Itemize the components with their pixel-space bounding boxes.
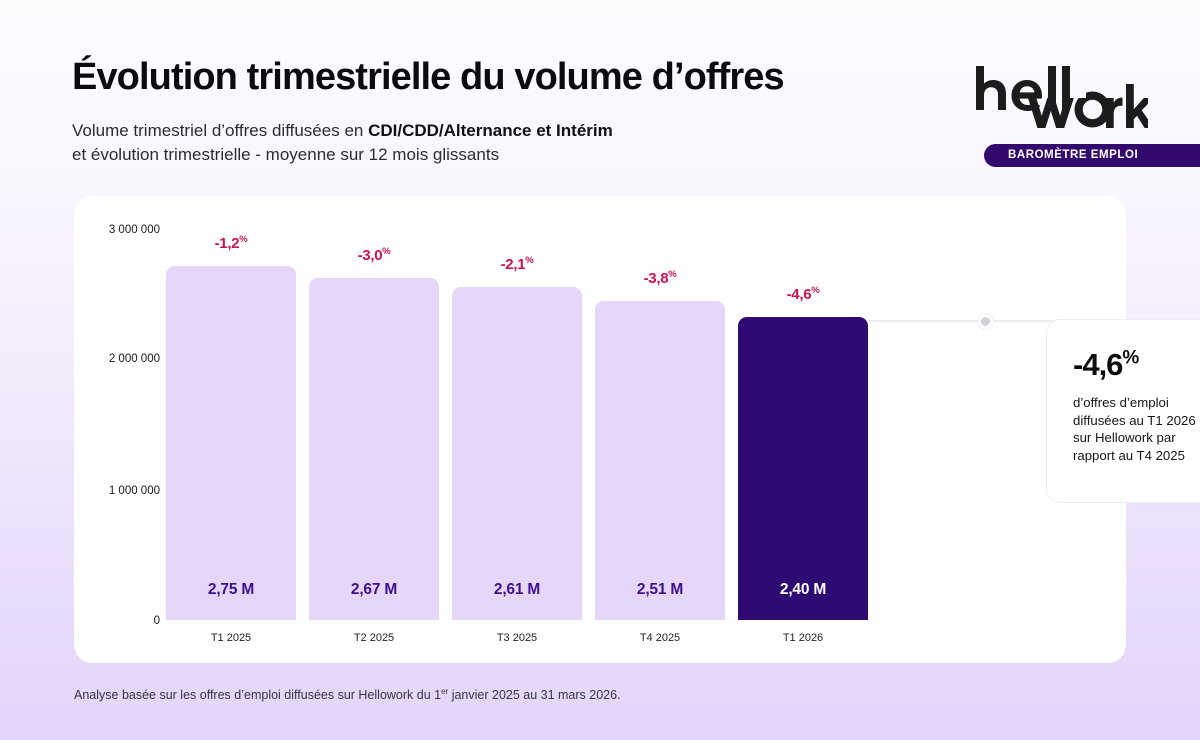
subtitle-line-1-emphasis: CDI/CDD/Alternance et Intérim	[368, 121, 613, 140]
y-tick-label-0: 0	[153, 615, 160, 627]
bar-group-t4-2025: -3,8% 2,51 M T4 2025	[595, 196, 725, 644]
y-tick-label-3000000: 3 000 000	[108, 224, 160, 236]
footnote: Analyse basée sur les offres d’emploi di…	[74, 686, 621, 702]
bar-value-t1-2025: 2,75 M	[207, 581, 255, 598]
bar-t1-2025[interactable]	[166, 266, 296, 620]
callout-value: -4,6%	[1073, 347, 1139, 382]
bar-category-t2-2025: T2 2025	[353, 632, 395, 644]
bar-group-t3-2025: -2,1% 2,61 M T3 2025	[452, 196, 582, 644]
plot-area: -1,2% 2,75 M T1 2025 -3,0% 2,67 M T2 202…	[166, 196, 1200, 663]
page-title: Évolution trimestrielle du volume d’offr…	[72, 56, 785, 98]
y-tick-label-2000000: 2 000 000	[108, 353, 160, 365]
bar-group-t2-2025: -3,0% 2,67 M T2 2025	[309, 196, 439, 644]
callout-connector-dot	[978, 314, 993, 329]
bar-delta-t1-2026: -4,6%	[786, 285, 820, 303]
page-subtitle: Volume trimestriel d’offres diffusées en…	[72, 119, 613, 167]
callout-card: -4,6% d’offres d’emploi diffusées au T1 …	[1046, 319, 1200, 503]
bar-value-t1-2026: 2,40 M	[779, 581, 827, 598]
y-tick-label-1000000: 1 000 000	[108, 485, 160, 497]
brand-block: BAROMÈTRE EMPLOI	[972, 58, 1200, 173]
footnote-ordinal: er	[441, 686, 449, 696]
bar-category-t1-2026: T1 2026	[782, 632, 824, 644]
callout-connector-line	[868, 320, 1054, 322]
subtitle-line-2: et évolution trimestrielle - moyenne sur…	[72, 145, 500, 164]
bar-t3-2025[interactable]	[452, 287, 582, 620]
bar-group-t1-2025: -1,2% 2,75 M T1 2025	[166, 196, 296, 644]
bar-value-t2-2025: 2,67 M	[350, 581, 398, 598]
bar-t4-2025[interactable]	[595, 301, 725, 620]
bar-delta-t3-2025: -2,1%	[500, 255, 534, 273]
bar-category-t4-2025: T4 2025	[639, 632, 681, 644]
subtitle-line-1-text: Volume trimestriel d’offres diffusées en	[72, 121, 369, 140]
chart-card: 3 000 000 2 000 000 1 000 000 0 -1,2% 2,…	[74, 196, 1200, 663]
bar-delta-t2-2025: -3,0%	[357, 246, 391, 264]
bar-value-t4-2025: 2,51 M	[636, 581, 684, 598]
bar-category-t3-2025: T3 2025	[496, 632, 538, 644]
bar-delta-t4-2025: -3,8%	[643, 269, 677, 287]
bar-group-t1-2026: -4,6% 2,40 M T1 2026	[738, 196, 868, 644]
footnote-text-pre: Analyse basée sur les offres d’emploi di…	[74, 688, 442, 702]
page-header: Évolution trimestrielle du volume d’offr…	[0, 0, 1200, 196]
footnote-text-post: janvier 2025 au 31 mars 2026.	[448, 688, 621, 702]
subtitle-line-1: Volume trimestriel d’offres diffusées en…	[72, 119, 613, 143]
hellowork-logo	[976, 66, 1148, 128]
barometre-emploi-badge: BAROMÈTRE EMPLOI	[984, 144, 1200, 167]
bar-t1-2026[interactable]	[738, 317, 868, 620]
y-axis: 3 000 000 2 000 000 1 000 000 0	[74, 196, 160, 663]
bar-delta-t1-2025: -1,2%	[214, 234, 248, 252]
bar-t2-2025[interactable]	[309, 278, 439, 620]
bar-category-t1-2025: T1 2025	[210, 632, 252, 644]
callout-description: d’offres d’emploi diffusées au T1 2026 s…	[1073, 395, 1196, 463]
bar-value-t3-2025: 2,61 M	[493, 581, 541, 598]
